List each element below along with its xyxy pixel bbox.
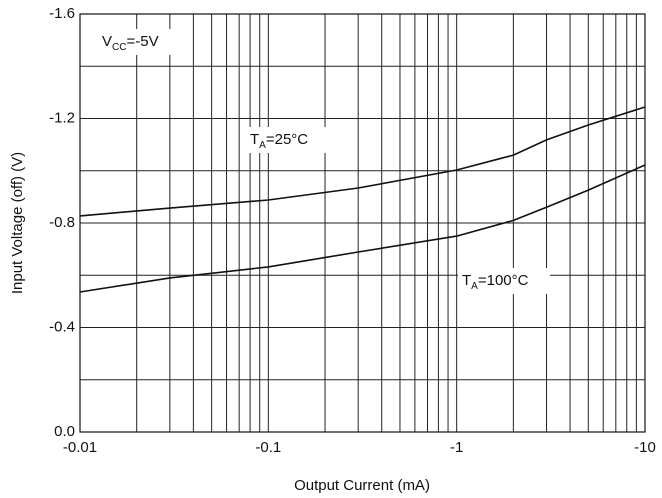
label-background bbox=[246, 127, 338, 153]
label-rest: =-5V bbox=[126, 33, 158, 50]
plot-frame bbox=[79, 13, 646, 433]
label-background bbox=[98, 29, 180, 55]
y-tick-label: 0.0 bbox=[54, 423, 75, 440]
y-tick-label: -0.4 bbox=[49, 318, 75, 335]
curve-label: TA=100°C bbox=[462, 272, 529, 292]
x-tick-label: -0.01 bbox=[63, 439, 97, 456]
label-background bbox=[458, 268, 550, 294]
label-main: T bbox=[250, 131, 259, 148]
label-main: T bbox=[462, 272, 471, 289]
y-tick-label: -1.6 bbox=[49, 5, 75, 22]
label-sub: A bbox=[259, 140, 266, 151]
x-tick-label: -0.1 bbox=[255, 439, 281, 456]
label-main: V bbox=[102, 33, 112, 50]
data-line bbox=[79, 164, 646, 293]
curve-label: VCC=-5V bbox=[102, 33, 159, 53]
curve-label: TA=25°C bbox=[250, 131, 308, 151]
y-tick-label: -0.8 bbox=[49, 214, 75, 231]
x-tick-label: -1 bbox=[450, 439, 463, 456]
x-tick-label: -10 bbox=[634, 439, 656, 456]
y-axis-label: Input Voltage (off) (V) bbox=[9, 152, 26, 294]
x-axis-label: Output Current (mA) bbox=[294, 477, 430, 494]
label-rest: =100°C bbox=[478, 272, 529, 289]
label-sub: CC bbox=[112, 42, 126, 53]
label-sub: A bbox=[471, 281, 478, 292]
label-rest: =25°C bbox=[266, 131, 308, 148]
y-tick-label: -1.2 bbox=[49, 109, 75, 126]
data-line bbox=[79, 106, 646, 217]
